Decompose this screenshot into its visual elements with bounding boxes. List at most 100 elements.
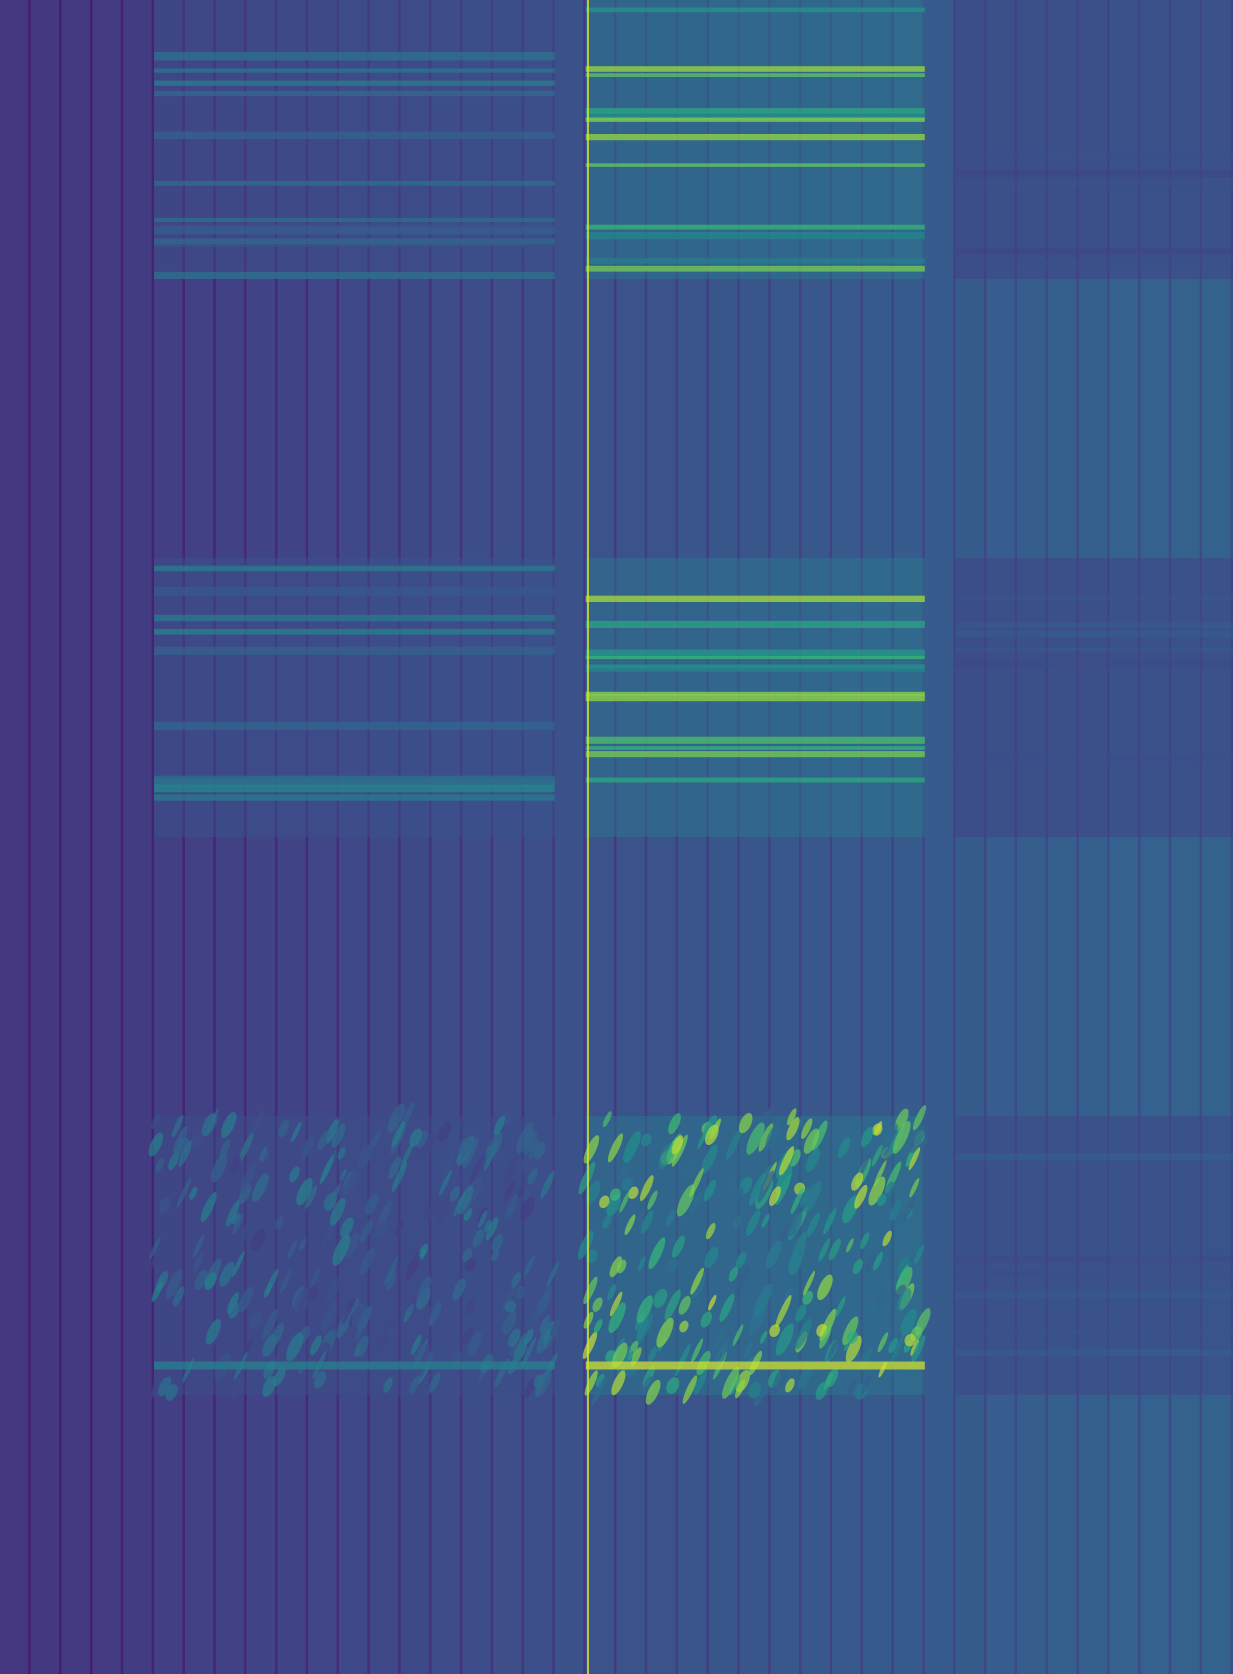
heatmap-cell	[785, 1378, 795, 1393]
heatmap-cell	[406, 1219, 424, 1248]
heatmap-cell	[607, 1284, 617, 1301]
heatmap-cell	[519, 1196, 535, 1222]
heatmap-cell	[154, 565, 555, 570]
heatmap-cell	[416, 1276, 432, 1302]
heatmap-cell	[428, 1372, 441, 1393]
heatmap-cell	[624, 1214, 636, 1236]
heatmap-cell	[154, 68, 555, 73]
heatmap-cell	[172, 1286, 185, 1307]
heatmap-cell	[861, 1373, 872, 1394]
heatmap-cell	[516, 1122, 534, 1154]
heatmap-cell	[690, 1338, 704, 1364]
heatmap-cell	[955, 622, 1233, 629]
heatmap-cell	[154, 52, 555, 61]
heatmap-cell	[593, 1319, 603, 1334]
heatmap-cell	[273, 1366, 286, 1387]
heatmap-cell	[419, 1243, 429, 1258]
heatmap-cell	[192, 1234, 205, 1259]
heatmap-cell	[585, 112, 925, 120]
heatmap-cell	[434, 1114, 445, 1132]
heatmap-column-separator	[244, 0, 247, 1674]
heatmap-activation-band-6	[955, 558, 1233, 837]
heatmap-cell	[602, 1215, 612, 1229]
heatmap-cell	[456, 1170, 466, 1188]
heatmap-cell	[815, 1381, 829, 1400]
heatmap-cell	[505, 1235, 520, 1261]
heatmap-column-separator	[398, 0, 401, 1674]
heatmap-column-separator	[644, 0, 648, 1674]
heatmap-column-3	[61, 0, 93, 1674]
heatmap-cell	[163, 1258, 171, 1272]
heatmap-cell	[765, 1123, 781, 1150]
heatmap-cell	[421, 1134, 435, 1157]
heatmap-cell	[955, 176, 1233, 184]
heatmap-cell	[263, 1283, 272, 1298]
heatmap-cell	[705, 1223, 716, 1240]
heatmap-cell	[462, 1326, 474, 1344]
heatmap-cell	[523, 1131, 538, 1156]
heatmap-cell	[317, 1342, 331, 1359]
heatmap-cell	[738, 1112, 753, 1134]
heatmap-cell	[219, 1261, 235, 1287]
heatmap-cell	[868, 1176, 886, 1206]
heatmap-cell	[504, 1300, 517, 1313]
heatmap-cell	[854, 1184, 868, 1209]
heatmap-cell	[914, 1244, 925, 1264]
heatmap-cell	[779, 1146, 795, 1176]
heatmap-cell	[313, 1370, 327, 1389]
heatmap-cell	[238, 1183, 251, 1205]
heatmap-cell	[708, 1294, 717, 1311]
heatmap-cell	[585, 691, 925, 696]
heatmap-cell	[845, 1335, 862, 1363]
heatmap-cell	[232, 1212, 244, 1235]
heatmap-cell	[725, 1129, 742, 1160]
heatmap-column-separator	[213, 0, 216, 1674]
heatmap-cell	[825, 1368, 839, 1388]
heatmap-cell	[704, 1246, 719, 1268]
heatmap-cell	[462, 1248, 473, 1263]
heatmap-cell	[149, 1236, 161, 1260]
heatmap-cell	[710, 1118, 721, 1140]
heatmap-cell	[585, 746, 925, 750]
heatmap-cell	[585, 1180, 601, 1204]
heatmap-cell	[639, 1175, 654, 1202]
heatmap-cell	[391, 1161, 407, 1193]
heatmap-activation-band-5	[585, 558, 925, 837]
heatmap-cell	[239, 1162, 257, 1195]
heatmap-cell	[262, 1375, 277, 1397]
heatmap-cell	[732, 1215, 742, 1230]
heatmap-cell	[585, 664, 925, 669]
heatmap-cell	[915, 1308, 931, 1336]
heatmap-cell	[788, 1241, 806, 1273]
heatmap-cell	[205, 1319, 221, 1345]
heatmap-cell	[253, 1110, 264, 1131]
heatmap-column-separator	[922, 0, 925, 1674]
heatmap-cell	[171, 1114, 184, 1138]
heatmap-cell	[955, 753, 1233, 761]
heatmap-cell	[761, 1213, 770, 1228]
heatmap-cell	[462, 1137, 479, 1169]
heatmap-activation-band-4	[154, 558, 555, 837]
heatmap-cell	[505, 1193, 519, 1219]
heatmap-cell	[769, 1186, 781, 1206]
heatmap-cell	[775, 1323, 794, 1356]
heatmap-cell	[585, 1361, 925, 1370]
heatmap-cell	[685, 1292, 703, 1325]
heatmap-cell	[685, 1160, 696, 1177]
heatmap-cell	[299, 1238, 307, 1251]
heatmap-column-separator	[429, 0, 432, 1674]
heatmap-cell	[645, 1379, 661, 1405]
heatmap-cell	[154, 227, 555, 235]
heatmap-cell	[400, 1140, 415, 1170]
heatmap-cell	[787, 1211, 803, 1237]
heatmap-cell	[805, 1148, 820, 1173]
heatmap-cell	[472, 1228, 485, 1248]
heatmap-cell	[154, 628, 555, 635]
heatmap-cell	[262, 1333, 277, 1357]
heatmap-cell	[452, 1246, 461, 1259]
heatmap-cell	[909, 1178, 920, 1198]
heatmap-cell	[648, 1237, 666, 1270]
heatmap-cell	[691, 1273, 706, 1300]
